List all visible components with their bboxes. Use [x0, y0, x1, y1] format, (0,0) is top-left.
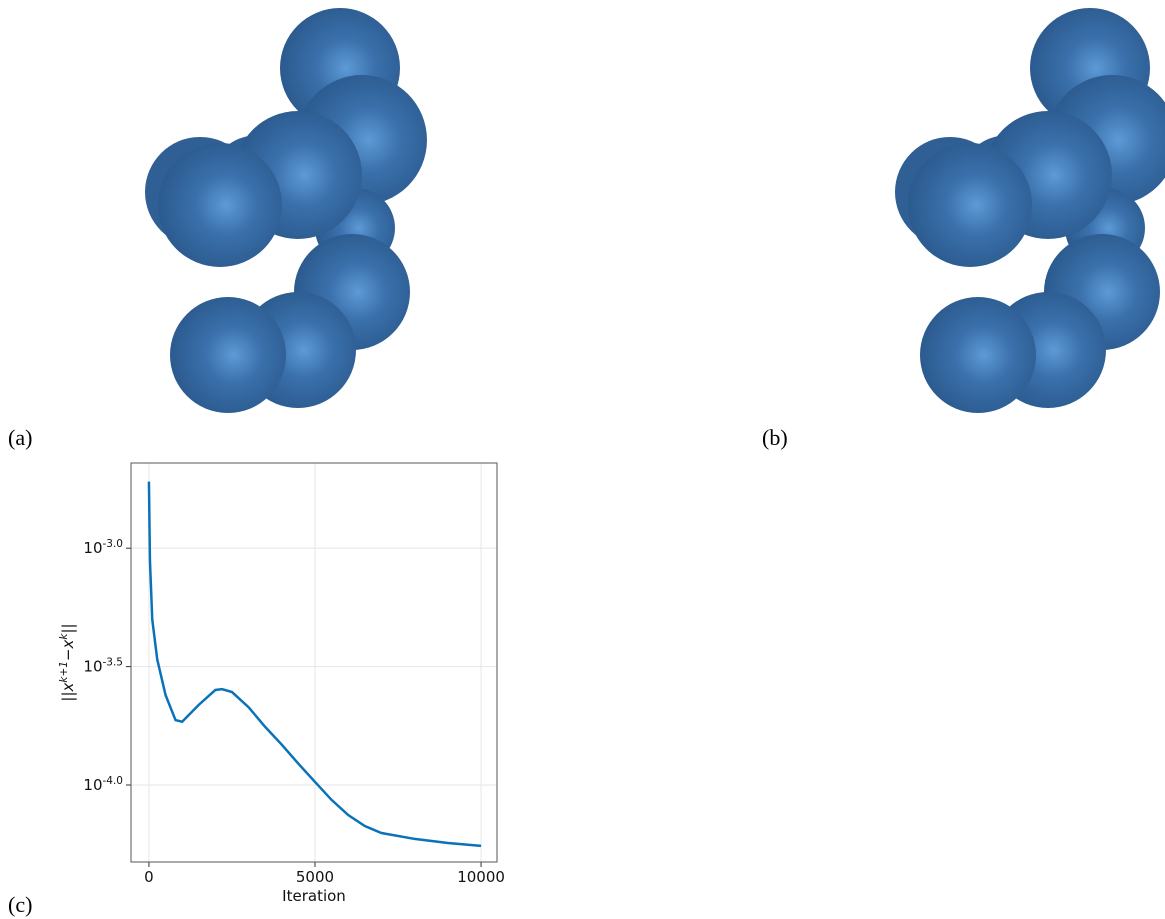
y-axis-label: ||xk+1−xk|| [58, 623, 77, 701]
x-tick-label: 0 [144, 868, 154, 886]
x-axis-label: Iteration [282, 887, 346, 905]
panel-label: (c) [8, 892, 32, 917]
y-tick-label: 10-3.5 [83, 657, 123, 676]
y-tick-label: 10-3.0 [83, 538, 123, 557]
panel-label: (a) [8, 425, 32, 450]
y-tick-label: 10-4.0 [83, 775, 123, 794]
panel-label: (b) [762, 425, 788, 450]
page: (a) (b) (c) 0 5000 10000 10-3.0 10-3.5 10-4.0… [0, 0, 1165, 919]
x-tick-label: 10000 [457, 868, 505, 886]
figure: (a) (b) (c) 0 5000 10000 10-3.0 10-3.5 10-4.0… [0, 0, 1165, 919]
x-tick-label: 5000 [296, 868, 334, 886]
plot-frame [131, 463, 497, 862]
molecule-b [895, 8, 1165, 413]
chart: 0 5000 10000 10-3.0 10-3.5 10-4.0 Iteration ||x… [58, 463, 505, 905]
molecule-a [145, 8, 427, 413]
